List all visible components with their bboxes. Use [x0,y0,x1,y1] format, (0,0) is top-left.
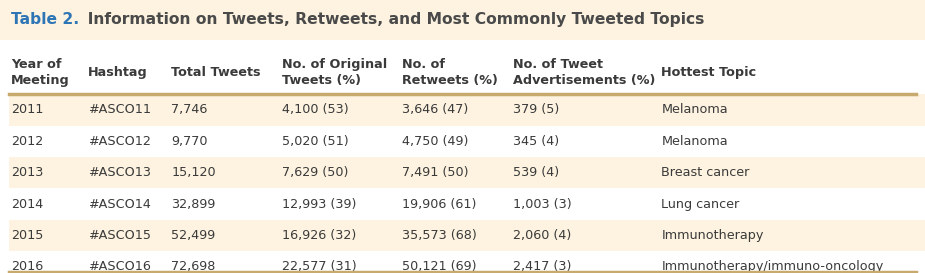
Text: 2,060 (4): 2,060 (4) [513,229,572,242]
Text: No. of Tweet
Advertisements (%): No. of Tweet Advertisements (%) [513,58,656,87]
Text: 7,491 (50): 7,491 (50) [402,166,469,179]
Text: 345 (4): 345 (4) [513,135,560,148]
Text: No. of Original
Tweets (%): No. of Original Tweets (%) [282,58,388,87]
Text: 539 (4): 539 (4) [513,166,560,179]
Text: 2,417 (3): 2,417 (3) [513,260,572,273]
Text: #ASCO11: #ASCO11 [88,103,151,116]
Text: 379 (5): 379 (5) [513,103,560,116]
Text: 2015: 2015 [11,229,43,242]
Text: Total Tweets: Total Tweets [171,66,261,79]
Text: 3,646 (47): 3,646 (47) [402,103,469,116]
Bar [0,0,925,40]
Text: 2011: 2011 [11,103,43,116]
Text: 2016: 2016 [11,260,43,273]
Text: 35,573 (68): 35,573 (68) [402,229,477,242]
Bar [9,94,925,126]
Text: Information on Tweets, Retweets, and Most Commonly Tweeted Topics: Information on Tweets, Retweets, and Mos… [77,12,704,27]
Text: 32,899: 32,899 [171,198,216,210]
Text: 2014: 2014 [11,198,43,210]
Text: #ASCO12: #ASCO12 [88,135,151,148]
Bar [9,157,925,188]
Text: 7,746: 7,746 [171,103,207,116]
Text: 2012: 2012 [11,135,43,148]
Bar [9,188,925,220]
Text: 50,121 (69): 50,121 (69) [402,260,477,273]
Text: #ASCO14: #ASCO14 [88,198,151,210]
Text: Breast cancer: Breast cancer [661,166,750,179]
Text: Immunotherapy: Immunotherapy [661,229,764,242]
Text: Table 2.: Table 2. [11,12,80,27]
Text: Melanoma: Melanoma [661,103,728,116]
Text: #ASCO13: #ASCO13 [88,166,151,179]
Text: 7,629 (50): 7,629 (50) [282,166,349,179]
Text: 72,698: 72,698 [171,260,216,273]
Text: #ASCO15: #ASCO15 [88,229,151,242]
Text: Lung cancer: Lung cancer [661,198,740,210]
Text: Melanoma: Melanoma [661,135,728,148]
Text: 2013: 2013 [11,166,43,179]
Text: 9,770: 9,770 [171,135,207,148]
Text: Hashtag: Hashtag [88,66,148,79]
Bar [9,220,925,251]
Text: 16,926 (32): 16,926 (32) [282,229,356,242]
Text: 4,100 (53): 4,100 (53) [282,103,349,116]
Text: 4,750 (49): 4,750 (49) [402,135,469,148]
Text: 52,499: 52,499 [171,229,216,242]
Text: Year of
Meeting: Year of Meeting [11,58,70,87]
Bar [9,126,925,157]
Text: No. of
Retweets (%): No. of Retweets (%) [402,58,499,87]
Text: 5,020 (51): 5,020 (51) [282,135,349,148]
Text: 12,993 (39): 12,993 (39) [282,198,356,210]
Text: 22,577 (31): 22,577 (31) [282,260,357,273]
Text: 1,003 (3): 1,003 (3) [513,198,572,210]
Bar [9,251,925,273]
Text: 15,120: 15,120 [171,166,216,179]
Text: 19,906 (61): 19,906 (61) [402,198,476,210]
Text: Immunotherapy/immuno-oncology: Immunotherapy/immuno-oncology [661,260,883,273]
Text: #ASCO16: #ASCO16 [88,260,151,273]
Text: Hottest Topic: Hottest Topic [661,66,757,79]
